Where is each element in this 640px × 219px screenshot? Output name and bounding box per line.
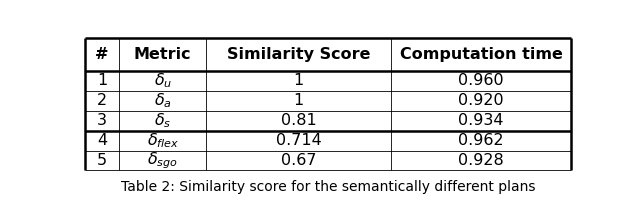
Text: $\delta_u$: $\delta_u$ [154, 72, 172, 90]
Text: 2: 2 [97, 93, 107, 108]
Text: Computation time: Computation time [399, 47, 563, 62]
Text: 1: 1 [294, 93, 304, 108]
Text: Similarity Score: Similarity Score [227, 47, 371, 62]
Text: $\delta_{flex}$: $\delta_{flex}$ [147, 131, 179, 150]
Text: 0.934: 0.934 [458, 113, 504, 128]
Text: $\delta_s$: $\delta_s$ [154, 111, 172, 130]
Text: $\delta_a$: $\delta_a$ [154, 92, 172, 110]
Text: Table 2: Similarity score for the semantically different plans: Table 2: Similarity score for the semant… [121, 180, 535, 194]
Text: Metric: Metric [134, 47, 191, 62]
Text: 0.960: 0.960 [458, 73, 504, 88]
Text: 4: 4 [97, 133, 107, 148]
Text: #: # [95, 47, 109, 62]
Text: 0.67: 0.67 [281, 153, 317, 168]
Text: 3: 3 [97, 113, 107, 128]
Text: 0.81: 0.81 [281, 113, 317, 128]
Text: 1: 1 [97, 73, 107, 88]
Text: 5: 5 [97, 153, 107, 168]
Text: 1: 1 [294, 73, 304, 88]
Text: 0.920: 0.920 [458, 93, 504, 108]
Text: 0.962: 0.962 [458, 133, 504, 148]
Text: 0.928: 0.928 [458, 153, 504, 168]
Text: $\delta_{sgo}$: $\delta_{sgo}$ [147, 150, 179, 171]
Text: 0.714: 0.714 [276, 133, 322, 148]
